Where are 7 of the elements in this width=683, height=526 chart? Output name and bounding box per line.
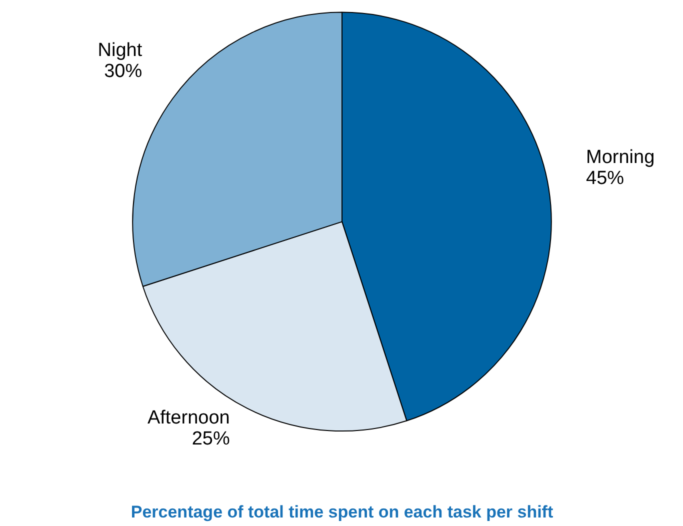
slice-label: Afternoon: [147, 407, 230, 428]
slice-label: Night: [98, 40, 143, 61]
data-label: 25%: [192, 428, 230, 450]
slice-label: Morning: [586, 147, 655, 168]
data-label: 30%: [104, 60, 142, 82]
text: Percentage of total time spent on each task per shift: [130, 502, 554, 522]
data-label: 45%: [586, 168, 624, 190]
